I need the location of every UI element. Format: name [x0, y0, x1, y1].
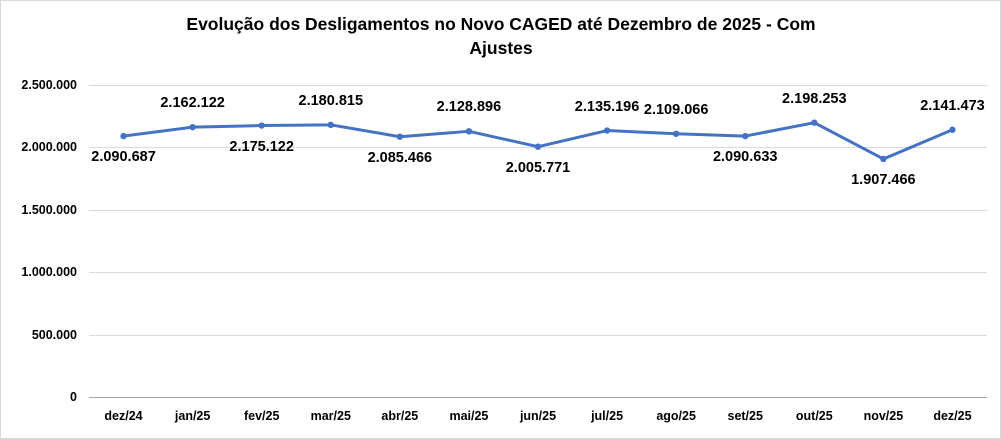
data-point-marker [465, 128, 473, 135]
data-point-label: 2.175.122 [229, 138, 294, 155]
data-point-marker [120, 132, 127, 140]
data-point-label: 2.128.896 [436, 99, 502, 116]
x-axis-tick-label: dez/24 [104, 409, 143, 423]
data-point-marker [258, 122, 265, 129]
chart-title: Evolução dos Desligamentos no Novo CAGED… [121, 13, 881, 60]
gridline [89, 272, 987, 274]
chart-title-line-1: Evolução dos Desligamentos no Novo CAGED… [186, 14, 816, 34]
data-point-label: 2.141.473 [920, 97, 985, 114]
gridline [89, 209, 987, 211]
y-axis-tick-label: 2.500.000 [21, 78, 77, 92]
y-axis-tick-label: 1.000.000 [21, 265, 77, 280]
x-axis-tick-label: out/25 [795, 409, 833, 423]
data-point-marker [880, 155, 887, 163]
y-axis-tick-label: 1.500.000 [21, 202, 77, 217]
data-point-marker [396, 133, 404, 140]
plot-area: 2.090.687 2.162.122 2.175.122 2.180.815 2.08… [89, 85, 987, 398]
x-axis-tick-label: mar/25 [310, 409, 351, 423]
data-point-label: 2.109.066 [643, 101, 709, 118]
x-axis-tick-label: jun/25 [519, 409, 557, 423]
data-point-label: 2.198.253 [782, 90, 847, 107]
data-point-label: 2.135.196 [574, 98, 640, 115]
data-point-label: 2.090.687 [91, 149, 156, 166]
y-axis-tick-label: 0 [70, 390, 77, 404]
x-axis-tick-label: abr/25 [381, 409, 419, 423]
data-point-marker [327, 121, 334, 129]
x-axis-tick-label: nov/25 [863, 409, 904, 423]
data-point-marker [742, 132, 749, 140]
data-point-marker [811, 119, 818, 126]
x-axis-line [89, 397, 987, 398]
data-point-label: 2.162.122 [160, 95, 225, 112]
data-point-label: 2.005.771 [505, 159, 571, 176]
x-axis-tick-label: mai/25 [449, 409, 489, 423]
data-point-marker [534, 143, 542, 150]
data-point-label: 2.085.466 [367, 149, 433, 166]
y-axis-tick-label: 500.000 [31, 327, 77, 342]
x-axis-tick-label: ago/25 [656, 409, 696, 423]
data-point-marker [949, 126, 956, 133]
data-point-marker [672, 130, 680, 137]
data-point-label: 1.907.466 [851, 171, 916, 188]
y-axis-tick-label: 2.000.000 [21, 140, 77, 155]
x-axis-tick-labels: dez/24 jan/25 fev/25 mar/25 abr/25 mai/25 jun/… [89, 405, 987, 429]
y-axis-tick-labels: 0 500.000 1.000.000 1.500.000 2.000.000 2.500… [1, 78, 83, 404]
x-axis-tick-label: fev/25 [243, 409, 280, 423]
x-axis-tick-label: jul/25 [591, 409, 624, 423]
x-axis-tick-label: jan/25 [174, 409, 211, 423]
x-axis-tick-label: set/25 [727, 409, 763, 423]
chart-title-line-2: Ajustes [469, 37, 533, 58]
data-point-label: 2.180.815 [298, 92, 364, 109]
data-point-marker [189, 123, 196, 131]
series-line [120, 119, 956, 163]
gridline [89, 334, 987, 336]
data-point-marker [603, 127, 611, 134]
data-point-label: 2.090.633 [712, 149, 778, 166]
x-axis-tick-label: dez/25 [933, 409, 972, 423]
gridline [89, 85, 987, 86]
